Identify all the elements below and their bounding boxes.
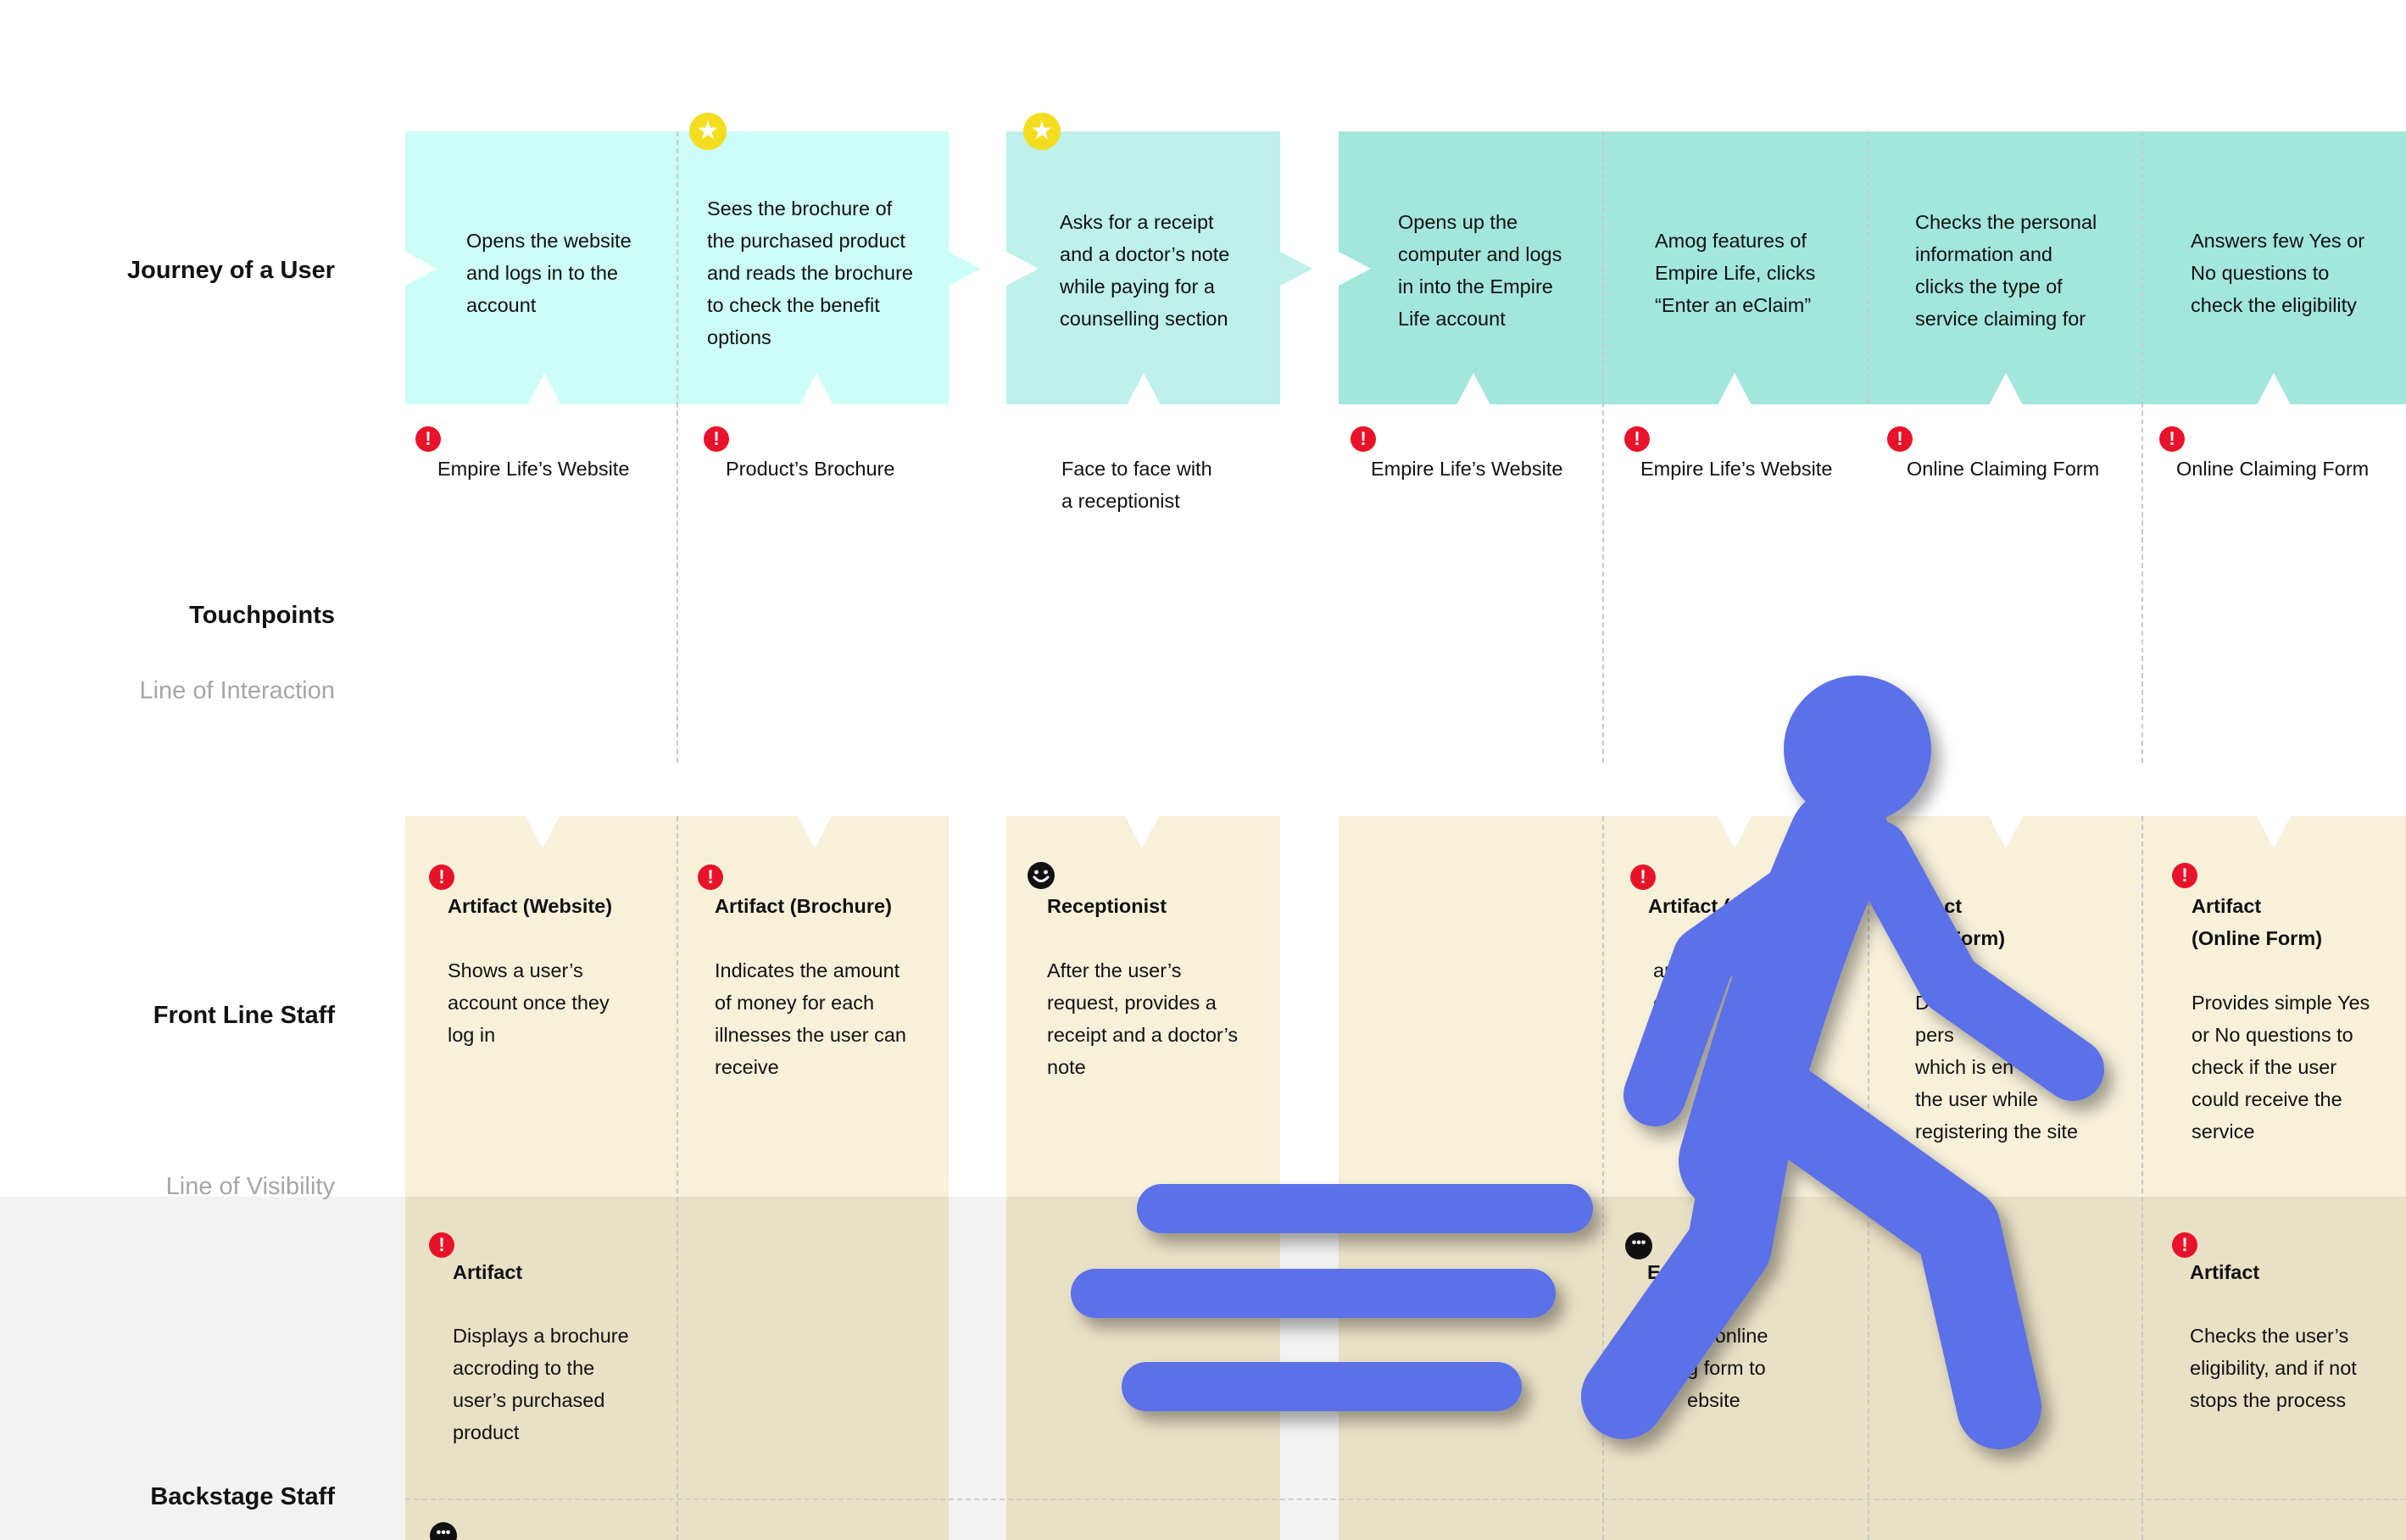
front-card-title: Artifact (Brochure) [715,895,892,917]
alert-icon: ! [415,426,441,452]
column-divider [677,131,678,763]
column-divider [1602,816,1604,1540]
backstage-card-title: Artifact [453,1261,523,1283]
journey-step-text: Opens the website and logs in to the acc… [466,230,632,316]
touchpoint-label: Empire Life’s Website [437,458,630,480]
backstage-card-title: Artifact [2190,1261,2260,1283]
touchpoints-row-label: Touchpoints [189,602,335,629]
more-dots-icon: ••• [430,1522,457,1540]
touchpoint-label: Online Claiming Form [2176,458,2370,480]
backstage-staff-row-label: Backstage Staff [150,1483,335,1510]
line-of-interaction-label: Line of Interaction [139,677,335,704]
alert-icon: ! [429,865,454,890]
alert-icon: ! [2172,1232,2197,1258]
chevron-in-3 [1339,252,1371,286]
front-column-group-3 [1339,816,2406,1540]
front-card-title: Artifact (Website) [448,895,613,917]
front-card-body: Shows a user’s account once they log in [448,959,610,1046]
journey-group-2 [1006,131,1280,404]
front-card-title: Artifact (Online Form) [2192,895,2323,949]
front-line-staff-row-label: Front Line Staff [153,1002,335,1029]
column-divider [2141,131,2143,763]
smiley-face-icon [1028,862,1055,889]
chevron-in-2 [1006,252,1039,286]
alert-icon: ! [1624,426,1650,452]
touchpoint-label: Online Claiming Form [1907,458,2100,480]
journey-step-text: Sees the brochure of the purchased produ… [707,197,913,348]
journey-step-text: Answers few Yes or No questions to check… [2191,230,2365,316]
front-notch [1718,816,1752,848]
backstage-card-body: Checks the user’s eligibility, and if no… [2190,1325,2357,1411]
line-of-internal-interaction [405,1498,2406,1500]
column-divider [677,816,678,1540]
alert-icon: ! [2172,863,2197,888]
column-divider [1868,131,1869,404]
journey-step-text: Opens up the computer and logs in into t… [1398,211,1562,330]
journey-step-text: Asks for a receipt and a doctor’s note w… [1060,211,1230,330]
alert-icon: ! [1630,865,1656,890]
front-card-body: Provides simple Yes or No questions to c… [2192,992,2370,1142]
journey-step-text: Checks the personal information and clic… [1915,211,2097,330]
chevron-out-1 [949,252,981,286]
touchpoint-label: Product’s Brochure [726,458,895,480]
journey-notch [1989,373,2023,405]
line-of-visibility-label: Line of Visibility [165,1173,335,1200]
front-notch [526,816,560,848]
column-divider [2141,816,2143,1540]
alert-icon: ! [429,1232,454,1258]
alert-icon: ! [1351,426,1376,452]
journey-notch [1127,373,1161,405]
journey-row-label: Journey of a User [127,257,335,284]
chevron-in-1 [405,252,437,286]
star-icon: ★ [689,113,727,150]
touchpoint-label: Face to face with a receptionist [1061,458,1212,512]
front-card-title: Receptionist [1047,895,1167,917]
journey-step-text: Amog features of Empire Life, clicks “En… [1655,230,1816,316]
journey-notch [1456,373,1490,405]
touchpoint-label: Empire Life’s Website [1640,458,1833,480]
alert-icon: ! [2159,426,2185,452]
journey-notch [2257,373,2291,405]
journey-notch [1718,373,1752,405]
chevron-out-2 [1280,252,1312,286]
front-card-body: After the user’s request, provides a rec… [1047,959,1239,1078]
front-notch [1989,816,2023,848]
alert-icon: ! [698,865,723,890]
journey-group-3 [1339,131,2406,404]
column-divider [1602,131,1604,763]
journey-notch [799,373,833,405]
alert-icon: ! [1887,426,1913,452]
more-dots-icon: ••• [1625,1232,1652,1259]
front-notch [798,816,832,848]
backstage-card-body: Displays a brochure accroding to the use… [453,1325,629,1443]
touchpoint-label: Empire Life’s Website [1371,458,1563,480]
alert-icon: ! [704,426,729,452]
front-card-body: Indicates the amount of money for each i… [715,959,906,1078]
star-icon: ★ [1023,113,1061,150]
front-notch [2257,816,2291,848]
journey-notch [527,373,561,405]
front-notch [1125,816,1159,848]
